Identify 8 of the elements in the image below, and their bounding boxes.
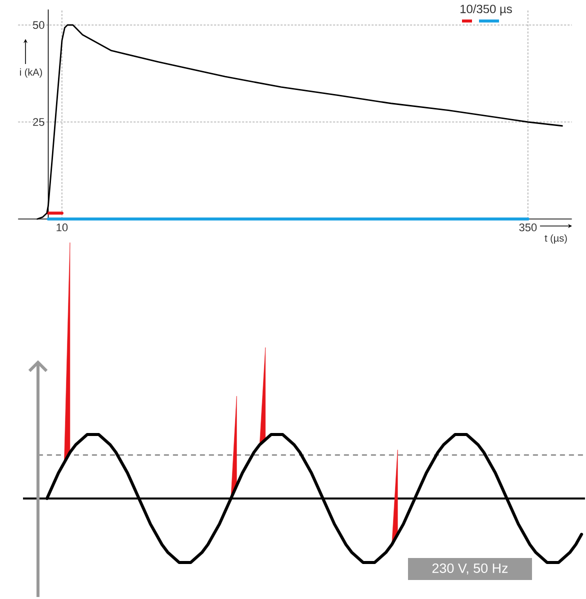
y-tick-label: 50 xyxy=(32,21,44,29)
y-axis-title: i (kA) xyxy=(20,68,42,78)
x-tick-label: 350 xyxy=(519,224,537,232)
annotation: 10/350 µs xyxy=(460,4,512,16)
y-tick-label: 25 xyxy=(33,118,44,126)
text: 230 V, 50 Hz xyxy=(432,563,508,575)
x-axis-title: t (µs) xyxy=(544,234,567,244)
x-tick-label: 10 xyxy=(56,224,68,232)
